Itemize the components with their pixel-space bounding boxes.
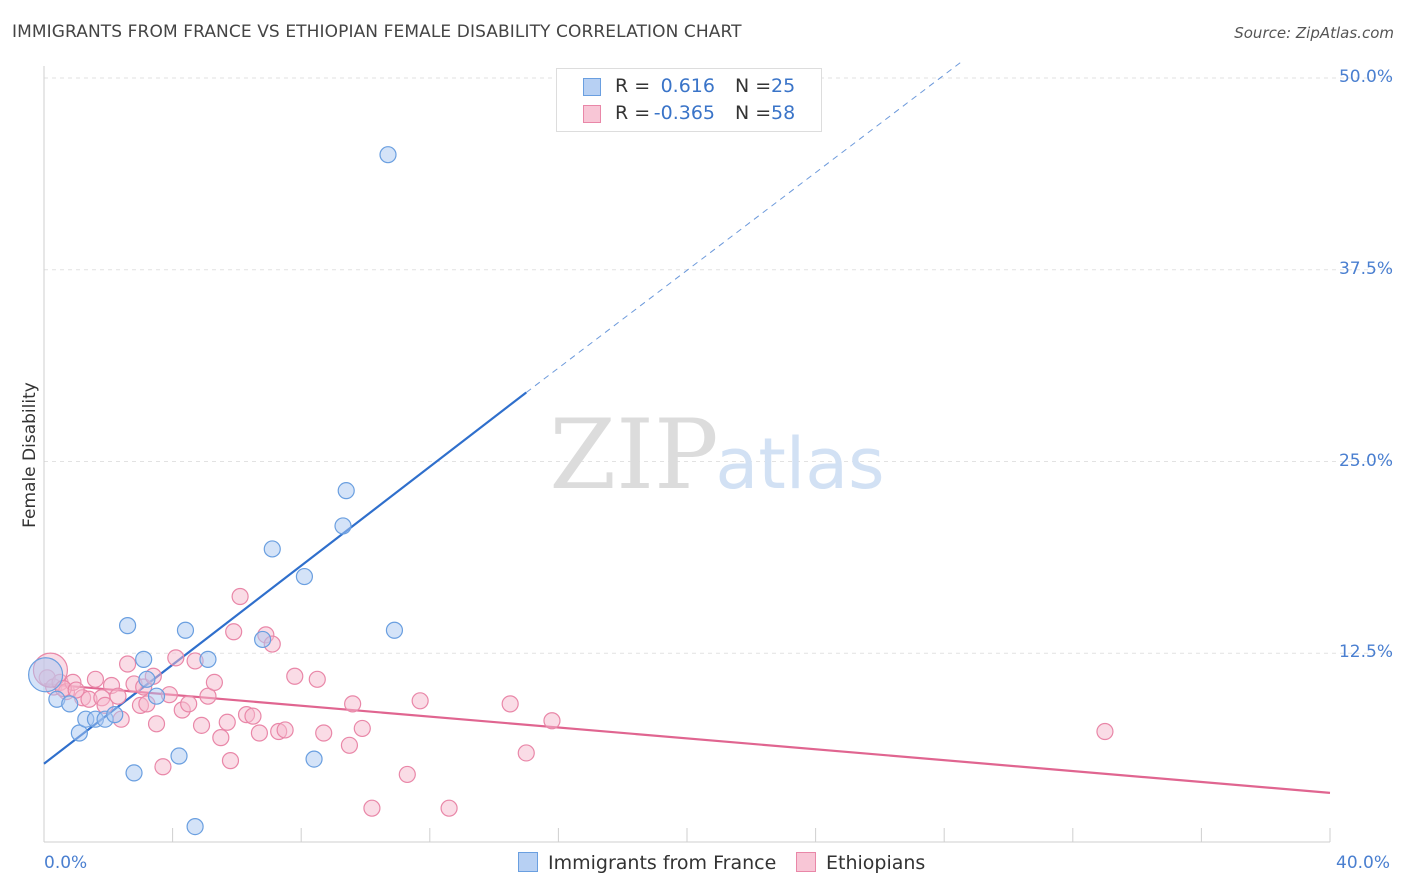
- point-france: [263, 540, 281, 558]
- x-tick-min: 0.0%: [44, 853, 88, 873]
- point-ethiopians: [244, 707, 262, 725]
- point-ethiopians: [250, 724, 269, 742]
- watermark-atlas: atlas: [715, 423, 884, 505]
- bottom-legend-label-france: Immigrants from France: [548, 852, 777, 874]
- axes: [43, 66, 1331, 843]
- point-ethiopians: [231, 587, 249, 606]
- legend-n-value: 58: [771, 102, 796, 124]
- bottom-legend-swatch-ethiopians: [796, 852, 816, 872]
- point-ethiopians: [340, 736, 359, 754]
- y-tick-label: 50.0%: [1338, 67, 1393, 87]
- point-france: [254, 630, 272, 649]
- stats-legend: R = 0.616 N = 25 R = -0.365 N = 58: [556, 68, 822, 132]
- point-ethiopians: [199, 687, 217, 705]
- point-ethiopians: [286, 667, 304, 685]
- point-ethiopians: [363, 799, 381, 817]
- point-ethiopians: [440, 799, 458, 817]
- bottom-legend-france: Immigrants from France: [518, 852, 776, 874]
- point-ethiopians: [411, 692, 429, 710]
- point-ethiopians: [205, 673, 223, 691]
- legend-r-label: R =: [615, 102, 651, 124]
- point-ethiopians: [212, 729, 230, 747]
- bottom-legend-ethiopians: Ethiopians: [796, 852, 925, 874]
- point-france: [138, 670, 156, 688]
- point-ethiopians: [344, 695, 362, 713]
- x-tick-max: 40.0%: [1336, 853, 1391, 873]
- watermark-zip: ZIP: [549, 399, 718, 511]
- point-france: [28, 657, 64, 693]
- point-ethiopians: [353, 719, 371, 738]
- point-ethiopians: [180, 695, 198, 713]
- point-france: [125, 764, 143, 782]
- point-france: [70, 724, 88, 742]
- trend-line-ethiopians: [43, 682, 1331, 794]
- point-france: [106, 706, 124, 724]
- bottom-legend-swatch-france: [518, 852, 538, 872]
- point-ethiopians: [218, 713, 236, 731]
- point-ethiopians: [1096, 722, 1114, 741]
- point-france: [186, 817, 204, 836]
- point-france: [135, 650, 153, 668]
- point-france: [61, 695, 79, 713]
- point-ethiopians: [225, 623, 243, 641]
- legend-n-value: 25: [771, 75, 796, 97]
- source-label: Source: ZipAtlas.com: [1234, 24, 1394, 42]
- point-france: [176, 621, 195, 639]
- point-france: [305, 750, 323, 768]
- legend-r-value: 0.616: [660, 75, 715, 97]
- point-ethiopians: [167, 649, 185, 667]
- point-france: [199, 650, 217, 668]
- point-ethiopians: [543, 712, 561, 730]
- point-ethiopians: [398, 765, 416, 784]
- point-ethiopians: [154, 758, 172, 776]
- point-ethiopians: [315, 724, 333, 742]
- point-ethiopians: [501, 695, 519, 713]
- point-france: [295, 567, 314, 586]
- legend-swatch-ethiopians: [583, 105, 601, 123]
- point-france: [385, 621, 404, 639]
- legend-n-label: N =: [735, 102, 772, 124]
- point-ethiopians: [109, 687, 127, 705]
- data-points: [28, 146, 1114, 836]
- point-ethiopians: [67, 681, 85, 699]
- point-france: [118, 617, 137, 635]
- point-ethiopians: [221, 752, 240, 770]
- point-ethiopians: [276, 721, 294, 739]
- bottom-legend-label-ethiopians: Ethiopians: [826, 852, 926, 874]
- y-tick-label: 25.0%: [1338, 450, 1393, 471]
- trend-line-france-extension: [525, 62, 961, 393]
- y-tick-label: 37.5%: [1338, 258, 1393, 279]
- point-france: [379, 146, 397, 164]
- legend-r-label: R =: [615, 75, 651, 97]
- point-ethiopians: [192, 716, 211, 734]
- point-ethiopians: [118, 655, 137, 673]
- point-france: [147, 687, 166, 705]
- y-tick-label: 12.5%: [1338, 642, 1393, 663]
- legend-n-label: N =: [735, 75, 772, 97]
- watermark: ZIP atlas: [549, 399, 884, 511]
- point-ethiopians: [308, 670, 326, 688]
- legend-swatch-france: [583, 78, 601, 96]
- point-france: [170, 747, 188, 765]
- point-ethiopians: [86, 670, 105, 688]
- point-france: [334, 517, 352, 535]
- gridlines: [44, 77, 1392, 654]
- legend-r-value: -0.365: [653, 102, 715, 124]
- point-ethiopians: [517, 744, 535, 762]
- point-france: [337, 482, 355, 500]
- chart-title: IMMIGRANTS FROM FRANCE VS ETHIOPIAN FEMA…: [12, 22, 742, 42]
- point-ethiopians: [147, 715, 166, 733]
